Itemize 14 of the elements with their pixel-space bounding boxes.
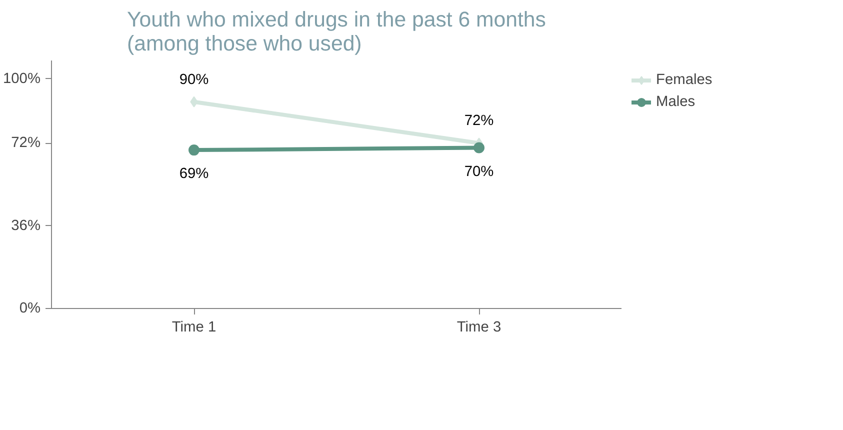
point (188, 144, 200, 156)
x-tick-label: Time 3 (456, 320, 502, 336)
data-label: 69% (179, 166, 209, 182)
y-tick-label: 100% (3, 70, 41, 87)
data-label: 90% (179, 72, 209, 88)
legend-label: Males (656, 94, 696, 110)
y-tick-label: 36% (11, 218, 41, 234)
data-label: 70% (464, 164, 494, 180)
y-tick-label: 72% (11, 135, 41, 152)
legend-label: Females (656, 72, 712, 88)
chart-title: Youth who mixed drugs in the past 6 months (among those who used) (127, 8, 546, 56)
x-tick-label: Time 1 (172, 320, 216, 336)
y-tick-label: 0% (19, 300, 41, 316)
data-label: 72% (464, 113, 494, 130)
